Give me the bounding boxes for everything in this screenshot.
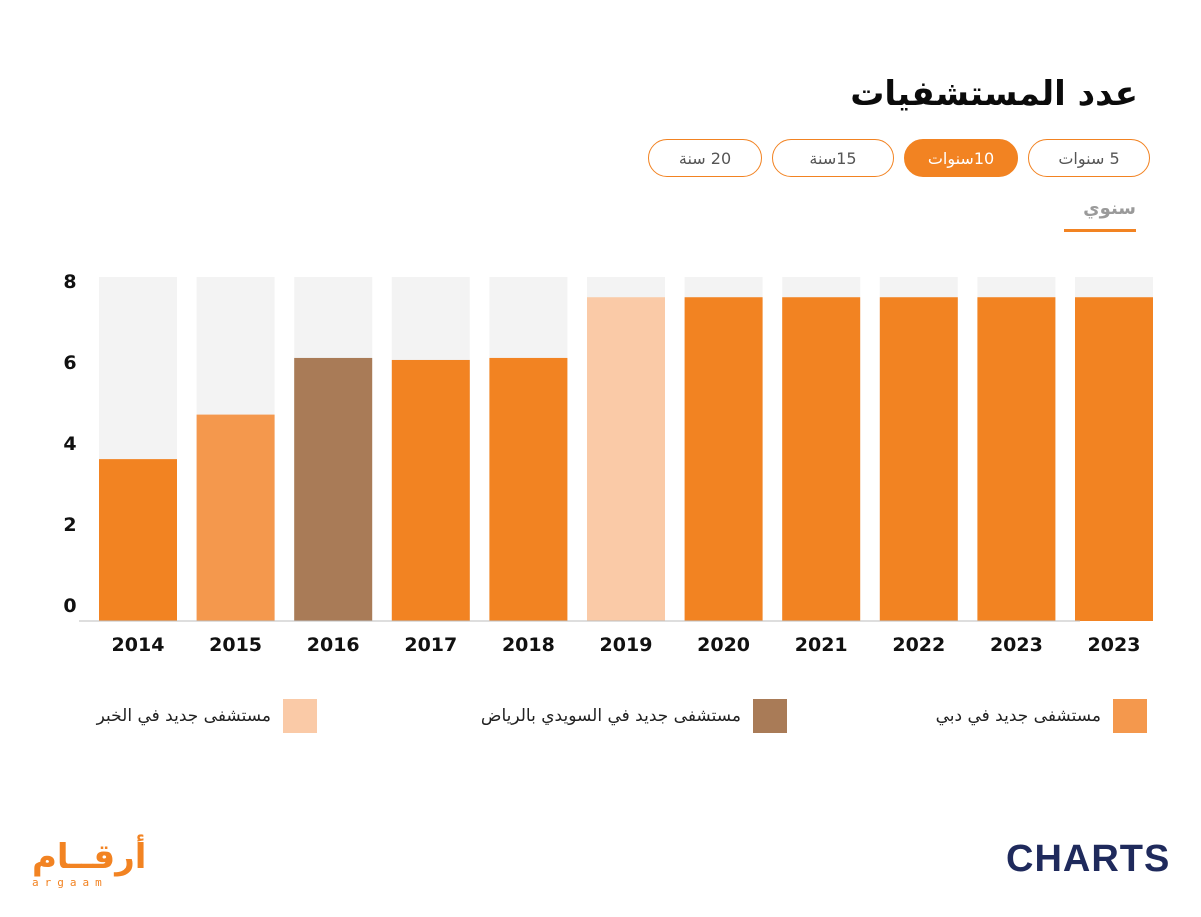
range-tabs: 5 سنوات 10سنوات 15سنة 20 سنة: [648, 139, 1150, 177]
y-tick-label: 2: [63, 514, 76, 536]
legend-item-riyadh: مستشفى جديد في السويدي بالرياض: [481, 699, 787, 733]
y-tick-label: 0: [63, 595, 76, 617]
bar: [977, 297, 1056, 621]
tab-15-years[interactable]: 15سنة: [772, 139, 894, 177]
bar-chart: 2014 2015 2016 2017 2018 2019 2020 2021 2022 2023…: [63, 271, 1153, 656]
y-tick-label: 4: [63, 433, 76, 455]
x-tick-label: 2017: [404, 634, 457, 656]
argaam-logo-latin: argaam: [32, 876, 108, 889]
x-tick-label: 2015: [209, 634, 262, 656]
bar: [294, 357, 373, 621]
tab-5-years[interactable]: 5 سنوات: [1028, 139, 1150, 177]
y-tick-label: 6: [63, 352, 76, 374]
x-tick-label: 2019: [600, 634, 653, 656]
bar: [782, 297, 861, 621]
bar: [587, 297, 665, 621]
x-tick-label: 2020: [697, 634, 750, 656]
bar: [196, 414, 275, 621]
y-tick-label: 8: [63, 271, 76, 293]
page-title: عدد المستشفيات: [850, 74, 1138, 114]
legend-item-dubai: مستشفى جديد في دبي: [936, 699, 1147, 733]
x-tick-label: 2022: [892, 634, 945, 656]
legend-label-khobar: مستشفى جديد في الخبر: [96, 706, 271, 726]
bar: [489, 357, 568, 621]
legend-label-riyadh: مستشفى جديد في السويدي بالرياض: [480, 706, 741, 726]
x-tick-label: 2023: [1088, 634, 1141, 656]
bar: [1075, 297, 1153, 621]
legend-label-dubai: مستشفى جديد في دبي: [935, 706, 1101, 726]
x-tick-label: 2023: [990, 634, 1043, 656]
legend-swatch-khobar: [283, 699, 317, 733]
argaam-logo-arabic: أرقــام: [32, 837, 147, 877]
legend-swatch-riyadh: [753, 699, 787, 733]
x-tick-label: 2021: [795, 634, 848, 656]
bar: [879, 297, 958, 621]
bar: [99, 459, 177, 621]
legend-item-khobar: مستشفى جديد في الخبر: [97, 699, 317, 733]
charts-logo: CHARTS: [1006, 838, 1171, 880]
tab-10-years[interactable]: 10سنوات: [904, 139, 1018, 177]
legend-swatch-dubai: [1113, 699, 1147, 733]
tab-20-years[interactable]: 20 سنة: [648, 139, 762, 177]
x-tick-label: 2014: [112, 634, 165, 656]
tab-annual[interactable]: سنوي: [1064, 198, 1136, 232]
x-tick-label: 2016: [307, 634, 360, 656]
x-tick-label: 2018: [502, 634, 555, 656]
argaam-logo: أرقــام argaam: [32, 840, 146, 889]
bar: [684, 297, 763, 621]
bar: [391, 359, 470, 621]
